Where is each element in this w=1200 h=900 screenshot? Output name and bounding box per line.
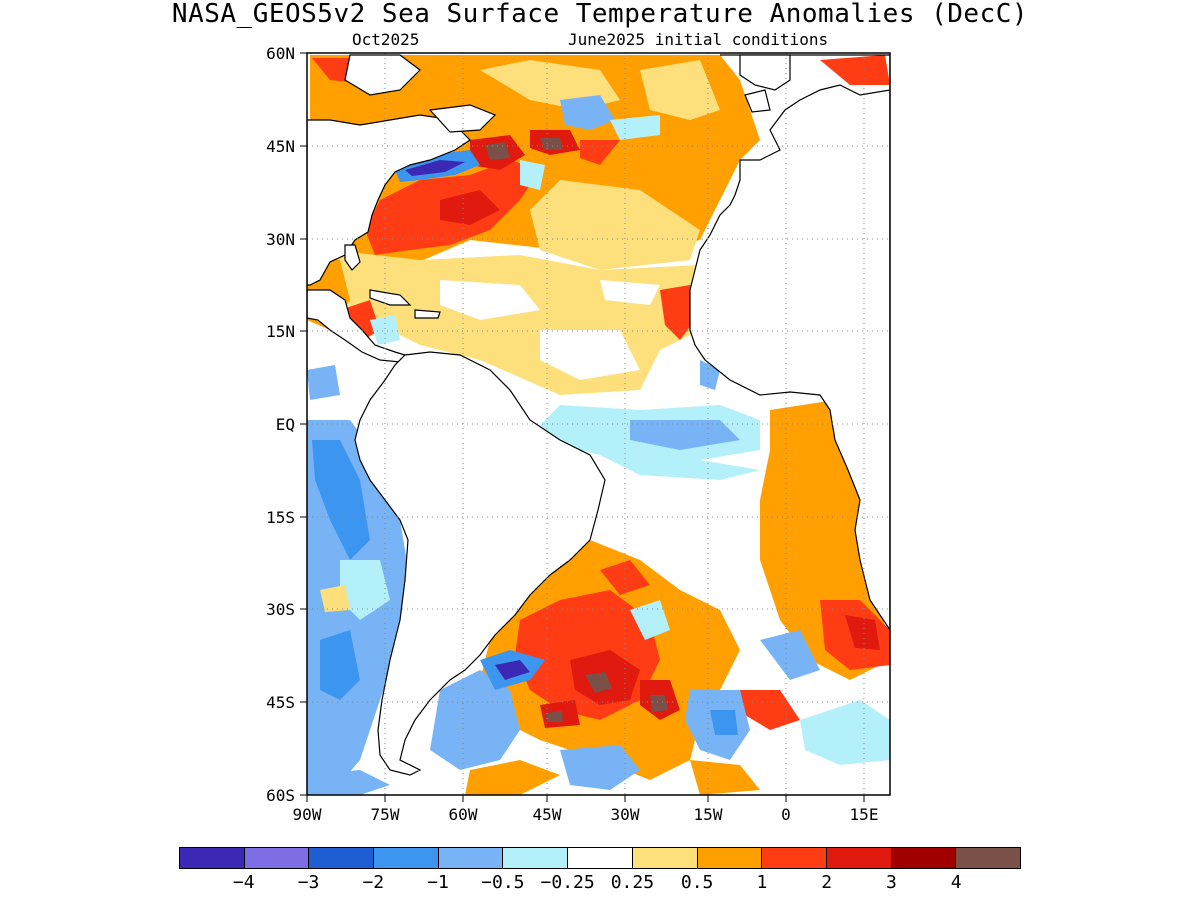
legend-swatch [762, 848, 827, 868]
lat-label-30n: 30N [266, 230, 295, 249]
legend-swatch [309, 848, 375, 868]
legend-label: −3 [297, 872, 320, 893]
legend-swatch [956, 848, 1020, 868]
lon-label-90w: 90W [292, 805, 322, 824]
lon-label-75w: 75W [370, 805, 400, 824]
lat-label-30s: 30S [266, 600, 295, 619]
legend-swatch [244, 848, 310, 868]
lon-label-60w: 60W [448, 805, 478, 824]
lat-label-15s: 15S [266, 508, 295, 527]
legend-label: −0.25 [540, 872, 595, 893]
legend-swatch [503, 848, 569, 868]
legend-swatch [697, 848, 763, 868]
lon-label-15e: 15E [849, 805, 879, 824]
lat-label-45n: 45N [266, 137, 295, 156]
legend-swatch [374, 848, 439, 868]
legend-label: 0.25 [610, 872, 655, 893]
legend-label: 2 [821, 872, 833, 893]
legend-label: −0.5 [481, 872, 525, 893]
lon-label-15w: 15W [693, 805, 723, 824]
legend-label: 0.5 [680, 872, 714, 893]
legend-swatch [826, 848, 892, 868]
lat-label-60n: 60N [266, 44, 295, 63]
initial-conditions: June2025 initial conditions [568, 30, 829, 49]
legend-label: −4 [232, 872, 255, 893]
lat-label-60s: 60S [266, 786, 295, 805]
legend-label: 3 [886, 872, 897, 893]
legend-label: 4 [950, 872, 962, 893]
legend-label: 1 [756, 872, 768, 893]
legend-swatch [438, 848, 504, 868]
forecast-month: Oct2025 [352, 30, 420, 49]
legend-swatch [632, 848, 698, 868]
lon-label-30w: 30W [610, 805, 640, 824]
legend-swatch [568, 848, 633, 868]
chart-title: NASA_GEOS5v2 Sea Surface Temperature Ano… [171, 0, 1029, 29]
legend-swatch [180, 848, 245, 868]
color-legend [179, 847, 1021, 869]
axis-ticks [300, 52, 865, 802]
lat-label-eq: EQ [275, 415, 295, 434]
lon-label-0: 0 [781, 805, 791, 824]
lat-label-45s: 45S [266, 693, 295, 712]
legend-swatch [891, 848, 957, 868]
legend-label: −2 [362, 872, 385, 893]
legend-label: −1 [427, 872, 449, 893]
graticule [307, 53, 890, 795]
lat-label-15n: 15N [266, 322, 295, 341]
lon-label-45w: 45W [532, 805, 562, 824]
